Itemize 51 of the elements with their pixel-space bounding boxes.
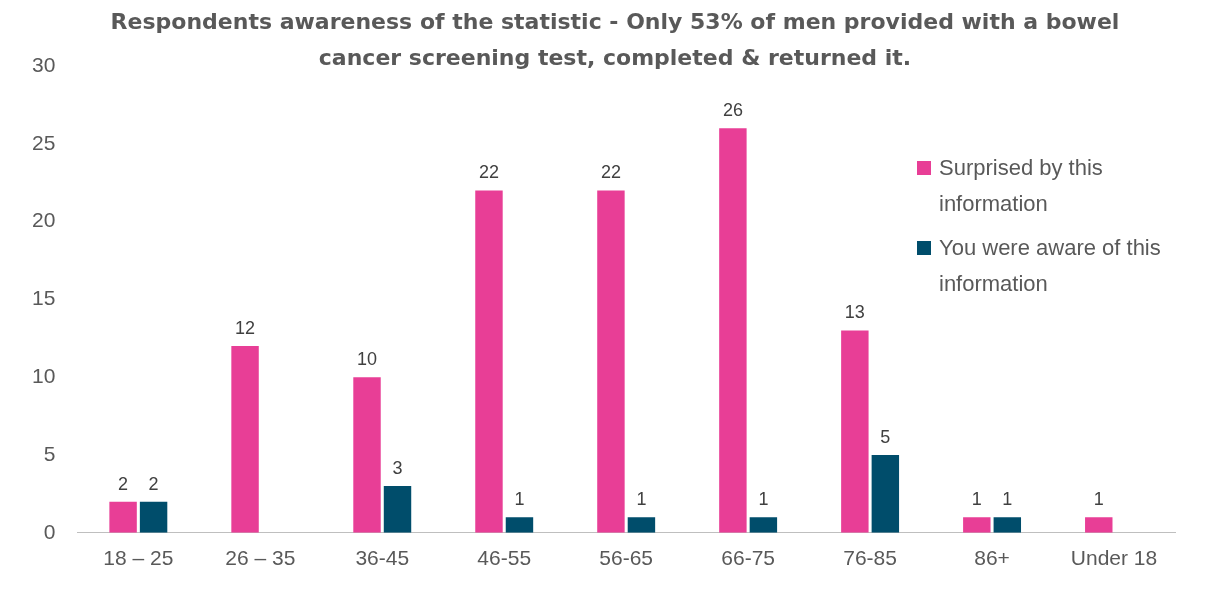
bar bbox=[475, 190, 503, 533]
bar bbox=[139, 501, 168, 533]
data-label: 13 bbox=[844, 302, 865, 323]
data-label: 1 bbox=[514, 489, 525, 510]
data-label: 5 bbox=[880, 426, 891, 447]
y-tick-label: 30 bbox=[32, 52, 56, 76]
bar bbox=[719, 128, 747, 533]
chart-title: Respondents awareness of the statistic - Only 53% of men provided with a bowel cancer screening test, completed & returned it. bbox=[110, 8, 1120, 72]
y-tick-label: 5 bbox=[43, 441, 56, 465]
data-label: 1 bbox=[758, 489, 769, 510]
legend-label: You were aware of this information bbox=[939, 234, 1162, 298]
x-tick-label: 76-85 bbox=[843, 546, 897, 570]
x-tick-label: 86+ bbox=[974, 546, 1010, 570]
x-tick-label: 66-75 bbox=[721, 546, 775, 570]
data-label: 1 bbox=[1002, 489, 1013, 510]
x-tick-label: 18 – 25 bbox=[103, 546, 174, 570]
bar bbox=[505, 517, 534, 533]
x-tick-label: 46-55 bbox=[477, 546, 532, 570]
x-tick-label: 36-45 bbox=[355, 546, 410, 570]
data-label: 1 bbox=[971, 489, 982, 510]
data-label: 26 bbox=[722, 100, 743, 121]
y-tick-label: 0 bbox=[43, 519, 56, 543]
bar bbox=[993, 517, 1022, 533]
bar bbox=[353, 377, 381, 533]
bar bbox=[963, 517, 991, 533]
bar bbox=[841, 330, 869, 533]
data-label: 1 bbox=[1093, 489, 1104, 510]
data-label: 2 bbox=[118, 473, 129, 494]
bar bbox=[1085, 517, 1113, 533]
data-label: 1 bbox=[636, 489, 647, 510]
y-tick-label: 25 bbox=[32, 130, 56, 154]
bar bbox=[597, 190, 625, 533]
data-label: 2 bbox=[148, 473, 159, 494]
y-tick-label: 10 bbox=[32, 364, 56, 387]
data-label: 22 bbox=[478, 162, 499, 183]
bar bbox=[627, 517, 656, 533]
x-tick-label: 26 – 35 bbox=[225, 546, 296, 570]
legend-label: Surprised by this information bbox=[939, 154, 1104, 218]
data-label: 10 bbox=[357, 349, 378, 370]
y-tick-label: 20 bbox=[32, 208, 56, 232]
data-label: 3 bbox=[392, 458, 403, 479]
y-tick-label: 15 bbox=[32, 286, 56, 310]
bar bbox=[749, 517, 778, 533]
bar bbox=[231, 346, 259, 533]
x-tick-label: Under 18 bbox=[1070, 546, 1158, 570]
bar bbox=[383, 486, 412, 533]
bar bbox=[871, 455, 900, 533]
data-label: 12 bbox=[235, 318, 256, 339]
data-label: 22 bbox=[600, 162, 621, 183]
bar bbox=[109, 501, 137, 533]
x-tick-label: 56-65 bbox=[599, 546, 654, 570]
